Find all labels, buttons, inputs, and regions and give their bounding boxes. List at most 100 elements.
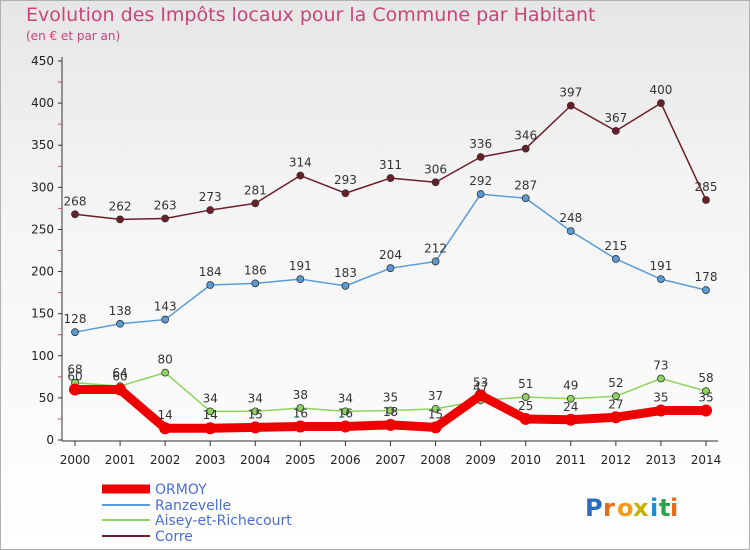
- data-point: [206, 206, 215, 214]
- data-point: [251, 407, 260, 416]
- x-tick-label: 2010: [510, 453, 541, 467]
- data-label: 248: [559, 211, 582, 225]
- data-point: [609, 411, 622, 424]
- data-label: 314: [289, 156, 312, 170]
- x-tick-label: 2000: [60, 453, 91, 467]
- data-point: [702, 196, 710, 204]
- data-point: [251, 199, 260, 208]
- data-label: 73: [653, 359, 668, 373]
- data-label: 191: [289, 259, 312, 273]
- y-tick-label: 350: [31, 138, 54, 152]
- data-label: 24: [563, 400, 578, 414]
- x-tick-label: 2012: [601, 453, 632, 467]
- data-label: 25: [518, 399, 533, 413]
- data-point: [294, 420, 307, 433]
- data-point: [251, 279, 260, 288]
- data-label: 400: [649, 83, 672, 97]
- data-point: [206, 281, 215, 289]
- data-label: 35: [698, 391, 713, 405]
- data-label: 186: [244, 263, 267, 277]
- data-label: 34: [248, 391, 263, 405]
- data-label: 27: [608, 397, 623, 411]
- data-label: 128: [64, 312, 87, 326]
- data-label: 64: [112, 366, 127, 380]
- data-point: [564, 413, 577, 426]
- data-label: 15: [248, 407, 263, 421]
- data-point: [566, 227, 575, 236]
- y-tick-label: 0: [46, 433, 54, 447]
- logo-letter: t: [659, 494, 670, 522]
- data-label: 178: [695, 270, 718, 284]
- data-point: [474, 389, 487, 402]
- data-label: 191: [649, 259, 672, 273]
- data-label: 281: [244, 183, 267, 197]
- data-point: [476, 190, 485, 198]
- data-label: 215: [604, 239, 627, 253]
- data-label: 51: [518, 377, 533, 391]
- data-point: [521, 144, 530, 153]
- data-point: [386, 406, 395, 415]
- x-tick-label: 2005: [285, 453, 316, 467]
- data-point: [429, 421, 442, 434]
- x-tick-label: 2009: [465, 453, 496, 467]
- data-point: [384, 418, 397, 431]
- data-label: 16: [338, 407, 353, 421]
- x-tick-label: 2006: [330, 453, 361, 467]
- logo-letter: r: [603, 494, 615, 522]
- data-point: [657, 374, 665, 383]
- x-tick-label: 2004: [240, 453, 271, 467]
- data-point: [116, 215, 124, 224]
- chart-title: Evolution des Impôts locaux pour la Comm…: [26, 4, 596, 26]
- data-point: [161, 214, 170, 223]
- x-tick-label: 2007: [375, 453, 406, 467]
- data-label: 80: [158, 353, 173, 367]
- x-tick-label: 2002: [150, 453, 181, 467]
- logo-letter: i: [670, 494, 678, 522]
- legend-label: Aisey-et-Richecourt: [155, 513, 292, 529]
- data-point: [521, 393, 530, 401]
- data-label: 37: [428, 389, 443, 403]
- data-label: 204: [379, 248, 402, 262]
- data-point: [296, 171, 305, 180]
- data-point: [519, 412, 532, 425]
- data-point: [296, 275, 305, 284]
- data-point: [700, 404, 712, 417]
- data-label: 14: [158, 408, 173, 422]
- data-point: [249, 421, 262, 434]
- data-point: [431, 404, 440, 413]
- y-tick-label: 50: [39, 391, 54, 405]
- data-point: [476, 153, 485, 161]
- data-point: [341, 281, 350, 290]
- data-label: 35: [653, 391, 668, 405]
- data-label: 306: [424, 162, 447, 176]
- data-point: [521, 194, 530, 203]
- y-tick-label: 250: [31, 222, 54, 236]
- y-tick-label: 100: [31, 349, 54, 363]
- data-label: 263: [154, 198, 177, 212]
- data-label: 53: [473, 375, 488, 389]
- x-tick-label: 2013: [646, 453, 677, 467]
- data-point: [204, 422, 217, 435]
- data-label: 311: [379, 158, 402, 172]
- legend-label: Corre: [155, 529, 193, 545]
- y-tick-label: 400: [31, 96, 54, 110]
- x-tick-label: 2011: [556, 453, 587, 467]
- data-point: [431, 178, 440, 187]
- y-tick-label: 200: [31, 265, 54, 279]
- x-tick-label: 2014: [691, 453, 722, 467]
- data-label: 68: [67, 363, 82, 377]
- data-label: 138: [109, 304, 132, 318]
- data-label: 18: [383, 405, 398, 419]
- data-label: 285: [695, 180, 718, 194]
- data-point: [386, 264, 395, 273]
- data-label: 292: [469, 174, 492, 188]
- data-label: 34: [338, 391, 353, 405]
- y-tick-label: 300: [31, 180, 54, 194]
- data-label: 35: [383, 391, 398, 405]
- data-label: 346: [514, 129, 537, 143]
- data-label: 16: [293, 407, 308, 421]
- data-label: 336: [469, 137, 492, 151]
